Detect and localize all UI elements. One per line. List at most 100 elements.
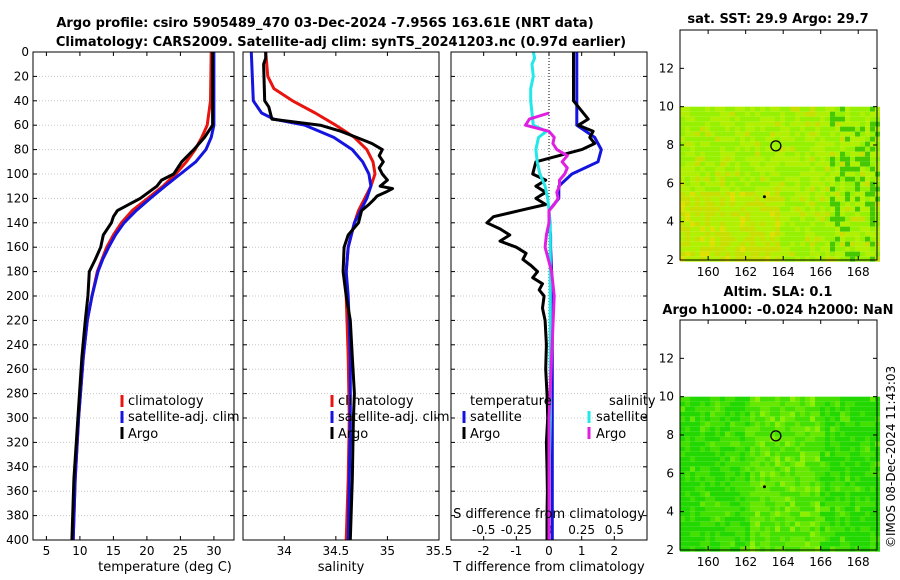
map-cell	[865, 241, 870, 247]
map-cell	[810, 511, 815, 517]
map-cell	[800, 506, 805, 512]
map-cell	[810, 181, 815, 187]
map-cell	[760, 441, 765, 447]
map-cell	[790, 181, 795, 187]
map-cell	[830, 211, 835, 217]
map-cell	[820, 461, 825, 467]
map-cell	[780, 241, 785, 247]
map-cell	[760, 521, 765, 527]
map-cell	[800, 486, 805, 492]
map-cell	[855, 186, 860, 192]
map-cell	[710, 211, 715, 217]
map-cell	[845, 156, 850, 162]
map-cell	[830, 526, 835, 532]
map-cell	[835, 521, 840, 527]
map-cell	[795, 136, 800, 142]
map-cell	[790, 231, 795, 237]
map-cell	[870, 131, 875, 137]
map-cell	[690, 226, 695, 232]
map-cell	[855, 471, 860, 477]
map-cell	[760, 451, 765, 457]
map-cell	[770, 156, 775, 162]
map-cell	[845, 456, 850, 462]
map-cell	[700, 471, 705, 477]
y-tick-label: 260	[6, 362, 29, 376]
map-cell	[785, 516, 790, 522]
map-cell	[680, 216, 685, 222]
map-cell	[790, 211, 795, 217]
map-cell	[800, 221, 805, 227]
map-cell	[860, 156, 865, 162]
map-cell	[835, 411, 840, 417]
map-cell	[820, 446, 825, 452]
map-cell	[745, 511, 750, 517]
map-cell	[705, 451, 710, 457]
y-tick-label: 160	[6, 240, 29, 254]
sla-map-title-2: Argo h1000: -0.024 h2000: NaN	[662, 303, 893, 318]
map-cell	[795, 181, 800, 187]
map-cell	[850, 166, 855, 172]
map-cell	[840, 396, 845, 402]
map-cell	[720, 136, 725, 142]
map-cell	[700, 156, 705, 162]
map-cell	[740, 486, 745, 492]
map-cell	[750, 156, 755, 162]
map-cell	[775, 526, 780, 532]
map-cell	[725, 411, 730, 417]
map-cell	[815, 491, 820, 497]
map-cell	[810, 411, 815, 417]
map-cell	[755, 161, 760, 167]
map-cell	[815, 481, 820, 487]
map-cell	[790, 206, 795, 212]
map-cell	[720, 526, 725, 532]
map-cell	[745, 181, 750, 187]
map-cell	[680, 236, 685, 242]
map-cell	[740, 256, 745, 262]
map-cell	[770, 181, 775, 187]
map-cell	[825, 186, 830, 192]
map-cell	[775, 236, 780, 242]
map-cell	[755, 546, 760, 552]
map-cell	[680, 486, 685, 492]
map-cell	[715, 236, 720, 242]
map-cell	[820, 236, 825, 242]
map-cell	[765, 531, 770, 537]
map-cell	[865, 451, 870, 457]
map-cell	[775, 156, 780, 162]
map-cell	[810, 221, 815, 227]
map-cell	[840, 256, 845, 262]
map-cell	[750, 431, 755, 437]
map-cell	[785, 521, 790, 527]
map-cell	[750, 481, 755, 487]
map-cell	[760, 156, 765, 162]
map-cell	[835, 156, 840, 162]
map-cell	[865, 426, 870, 432]
map-cell	[745, 396, 750, 402]
map-cell	[865, 131, 870, 137]
map-cell	[770, 481, 775, 487]
map-cell	[815, 476, 820, 482]
map-cell	[840, 541, 845, 547]
map-cell	[790, 536, 795, 542]
map-cell	[790, 526, 795, 532]
map-cell	[680, 246, 685, 252]
map-cell	[720, 531, 725, 537]
map-cell	[730, 541, 735, 547]
map-cell	[785, 466, 790, 472]
map-cell	[865, 421, 870, 427]
map-cell	[795, 446, 800, 452]
map-cell	[840, 446, 845, 452]
map-cell	[785, 161, 790, 167]
map-cell	[745, 456, 750, 462]
map-cell	[860, 246, 865, 252]
map-cell	[715, 196, 720, 202]
map-cell	[835, 416, 840, 422]
salinity-panel: 34 34.5 35 35.5	[242, 51, 452, 558]
map-cell	[680, 466, 685, 472]
x-tick-label: 164	[772, 555, 795, 569]
map-cell	[780, 476, 785, 482]
map-cell	[725, 241, 730, 247]
map-cell	[750, 456, 755, 462]
map-cell	[745, 176, 750, 182]
map-cell	[855, 521, 860, 527]
